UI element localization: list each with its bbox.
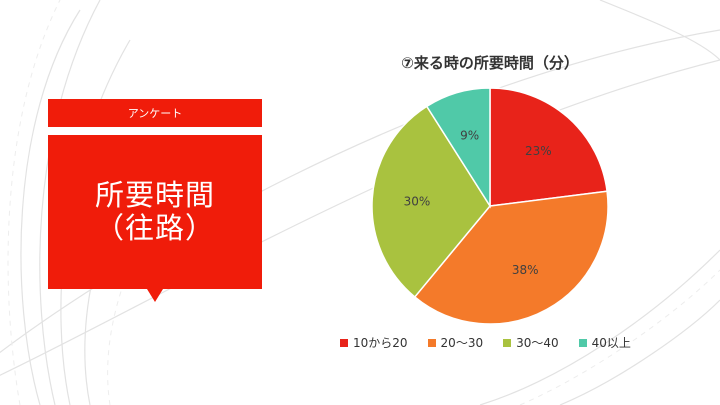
data-label-2: 38% — [512, 263, 539, 277]
legend-label: 40以上 — [591, 336, 631, 350]
data-label-4: 9% — [460, 129, 479, 143]
pie-slice-1 — [489, 87, 608, 207]
legend-swatch-2 — [427, 338, 436, 347]
legend-swatch-3 — [503, 338, 512, 347]
data-label-1: 23% — [525, 144, 552, 158]
pie-slice-3 — [371, 105, 491, 298]
divider — [48, 127, 262, 135]
survey-label: アンケート — [48, 99, 262, 127]
legend-item: 30～40 — [503, 334, 559, 351]
legend-item: 10から20 — [340, 334, 408, 351]
pie-slice-4 — [425, 87, 491, 209]
slide-title-line-1: 所要時間 — [94, 178, 215, 212]
legend-swatch-4 — [578, 338, 587, 347]
legend-label: 30～40 — [516, 336, 559, 350]
legend-swatch-1 — [340, 338, 348, 347]
chart-title: ⑦来る時の所要時間（分） — [401, 54, 579, 72]
legend-label: 10から20 — [353, 336, 408, 350]
data-label-3: 30% — [404, 194, 431, 208]
slide-title-line-2: （往路） — [94, 211, 215, 245]
legend-item: 20～30 — [427, 334, 484, 351]
legend-item: 40以上 — [578, 334, 631, 351]
pie-chart: 23% 38% 30% 9% — [371, 87, 609, 325]
slide-title-box: 所要時間 （往路） — [48, 135, 262, 289]
legend-label: 20～30 — [440, 336, 484, 350]
callout-pointer — [147, 289, 163, 302]
chart-legend: 10から20 20～30 30～40 40以上 — [340, 334, 660, 351]
pie-slice-2 — [413, 190, 609, 325]
